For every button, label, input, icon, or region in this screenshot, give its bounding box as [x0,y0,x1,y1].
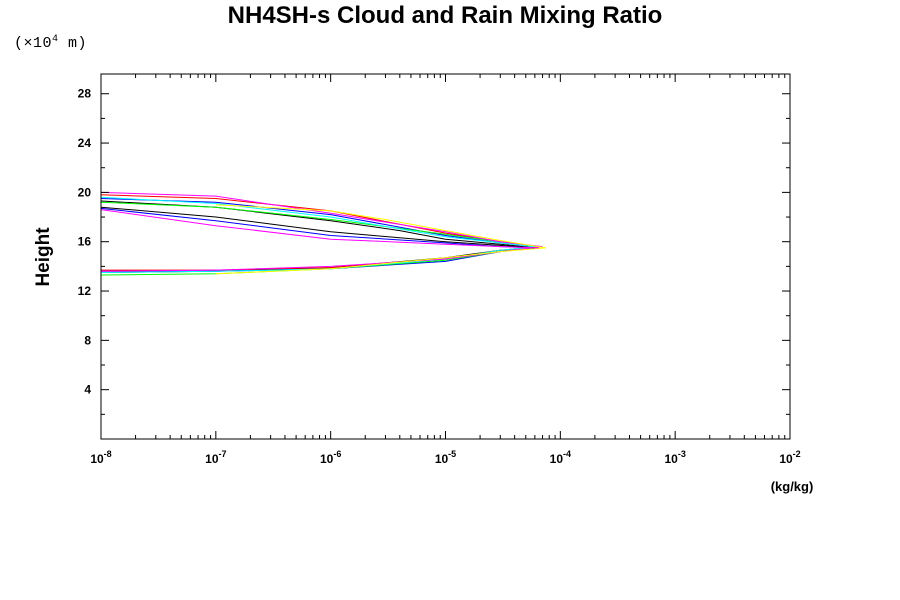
series-line-6 [100,191,543,272]
labels-layer: 4 8 12 16 20 24 28 10-8 10-7 10-6 10-5 10-4 10-3 10-2 [78,87,801,466]
scale-note-prefix: (×10 [14,35,53,52]
x-tick-label: 10-7 [205,449,226,466]
y-tick-label: 8 [84,333,91,347]
x-axis-label: (kg/kg) [771,479,814,494]
series-line-10 [100,209,539,249]
plot-frame [100,73,791,440]
y-tick-label: 12 [78,284,92,298]
y-axis-label: Height [33,227,54,287]
scale-note-exponent: 4 [52,34,59,45]
x-tick-label: 10-4 [550,449,571,466]
series-layer [100,191,547,276]
x-tick-label: 10-3 [664,449,685,466]
scale-note-suffix: m) [58,35,88,52]
y-tick-label: 4 [84,383,91,397]
ticks-layer [100,74,791,439]
series-line-7 [215,204,547,275]
x-tick-label: 10-8 [90,449,111,466]
series-line-2 [100,194,539,271]
series-line-8 [100,206,535,249]
y-tick-label: 20 [78,185,92,199]
y-tick-label: 28 [78,87,92,101]
y-tick-label: 24 [78,136,92,150]
y-scale-note: (×104 m) [14,34,87,52]
chart-title: NH4SH-s Cloud and Rain Mixing Ratio [227,2,663,29]
x-tick-label: 10-2 [779,449,800,466]
y-tick-label: 16 [78,235,92,249]
x-tick-label: 10-6 [320,449,341,466]
series-line-9 [100,207,535,249]
x-tick-label: 10-5 [435,449,456,466]
